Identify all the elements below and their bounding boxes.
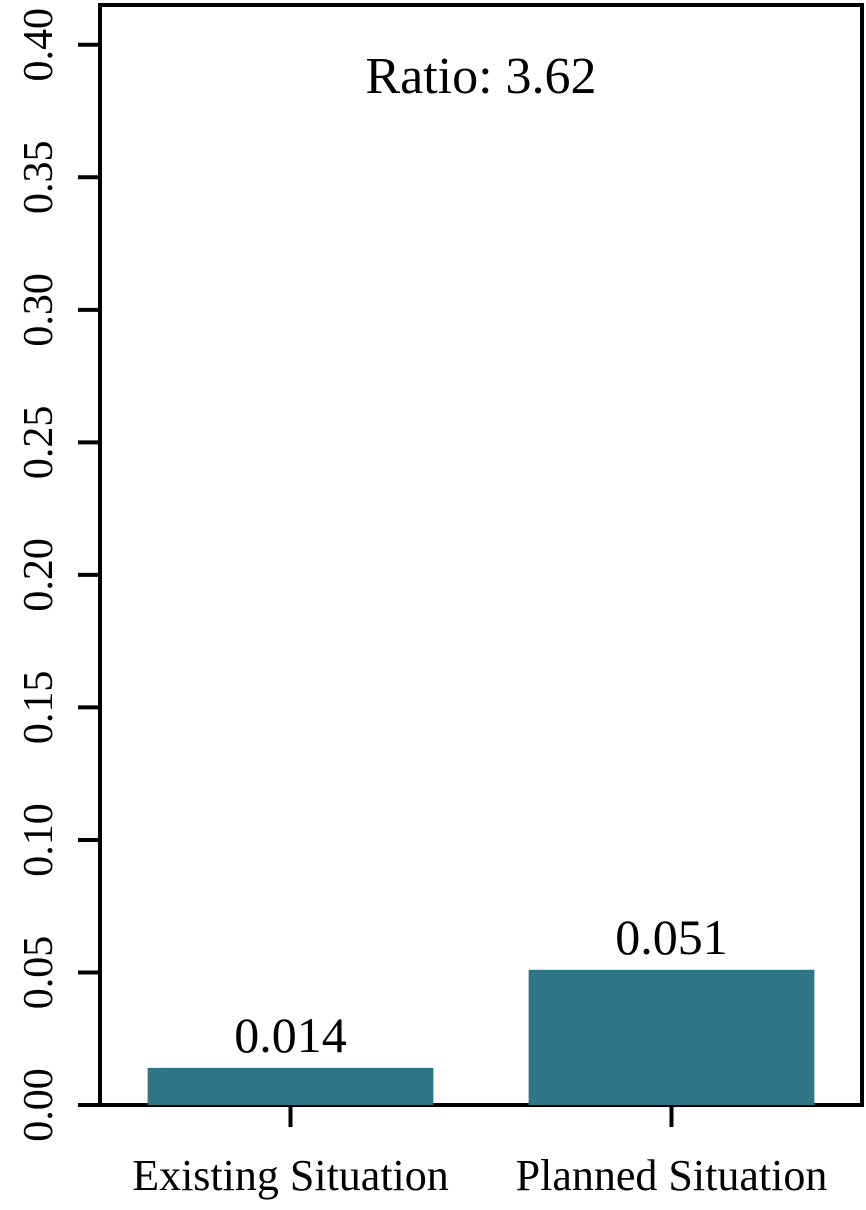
y-tick-label: 0.40 — [16, 8, 62, 82]
ratio-annotation: Ratio: 3.62 — [365, 48, 596, 105]
x-axis: Existing Situation Planned Situation — [132, 1105, 827, 1200]
bar-value-label: 0.014 — [234, 1007, 347, 1063]
y-axis: 0.00 0.05 0.10 0.15 0.20 0.25 0.30 0.35 0.40 — [16, 8, 100, 1142]
y-tick-label: 0.05 — [16, 936, 62, 1010]
data-labels-group: 0.014 0.051 — [234, 909, 728, 1063]
y-tick-label: 0.15 — [16, 671, 62, 745]
y-tick-label: 0.20 — [16, 538, 62, 612]
bar-value-label: 0.051 — [615, 909, 728, 965]
bar — [528, 969, 815, 1105]
y-tick-label: 0.00 — [16, 1068, 62, 1142]
x-tick-label: Existing Situation — [132, 1151, 449, 1200]
y-tick-label: 0.35 — [16, 141, 62, 215]
x-tick-label: Planned Situation — [516, 1151, 828, 1200]
y-tick-label: 0.10 — [16, 803, 62, 877]
bar — [147, 1067, 434, 1105]
y-tick-label: 0.30 — [16, 273, 62, 347]
bars-group — [147, 969, 815, 1105]
plot-frame — [98, 3, 864, 1107]
y-tick-label: 0.25 — [16, 406, 62, 480]
